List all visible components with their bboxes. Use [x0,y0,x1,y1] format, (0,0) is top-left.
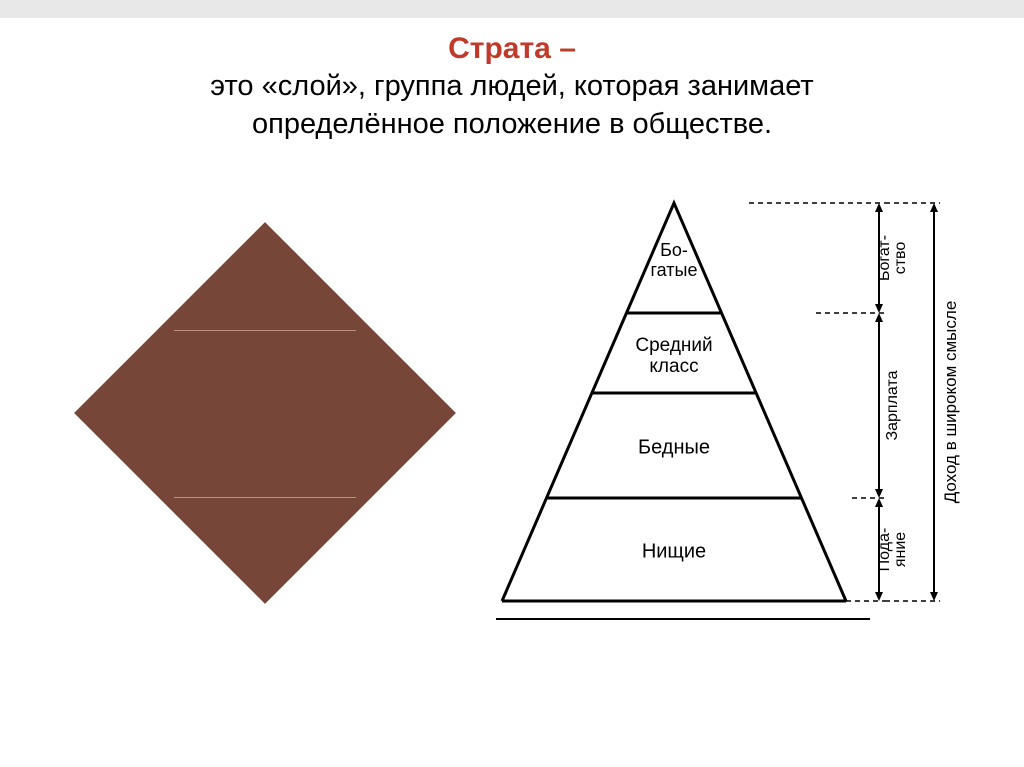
svg-text:Бо-: Бо- [660,240,688,260]
svg-text:Богат-ство: Богат-ство [876,235,909,281]
diamond-line-top [174,330,356,331]
page-title: Страта – [40,32,984,66]
content-area: Бо-гатые Среднийкласс Бедные Нищие Богат-ст… [0,173,1024,643]
svg-text:Пода-яние: Пода-яние [876,528,909,572]
page-subtitle-2: определённое положение в обществе. [40,106,984,144]
page-subtitle-1: это «слой», группа людей, которая занима… [40,68,984,106]
header: Страта – это «слой», группа людей, котор… [0,18,1024,173]
svg-text:Доход в широком смысле: Доход в широком смысле [941,301,960,504]
pyramid-diagram: Бо-гатые Среднийкласс Бедные Нищие Богат-ст… [484,183,984,643]
svg-text:гатые: гатые [651,260,698,280]
diamond-shape [74,222,456,604]
side-brackets: Богат-ство Зарплата Пода-яние [749,203,909,601]
svg-text:Бедные: Бедные [638,437,710,459]
svg-text:класс: класс [649,356,698,377]
diamond-diagram [90,193,440,633]
svg-text:Зарплата: Зарплата [884,371,901,441]
base-lines [496,601,870,619]
pyramid-levels: Бо-гатые Среднийкласс Бедные Нищие [547,240,802,563]
top-bar [0,0,1024,18]
svg-text:Нищие: Нищие [642,541,706,563]
diamond-line-bottom [174,497,356,498]
svg-text:Средний: Средний [635,335,712,356]
